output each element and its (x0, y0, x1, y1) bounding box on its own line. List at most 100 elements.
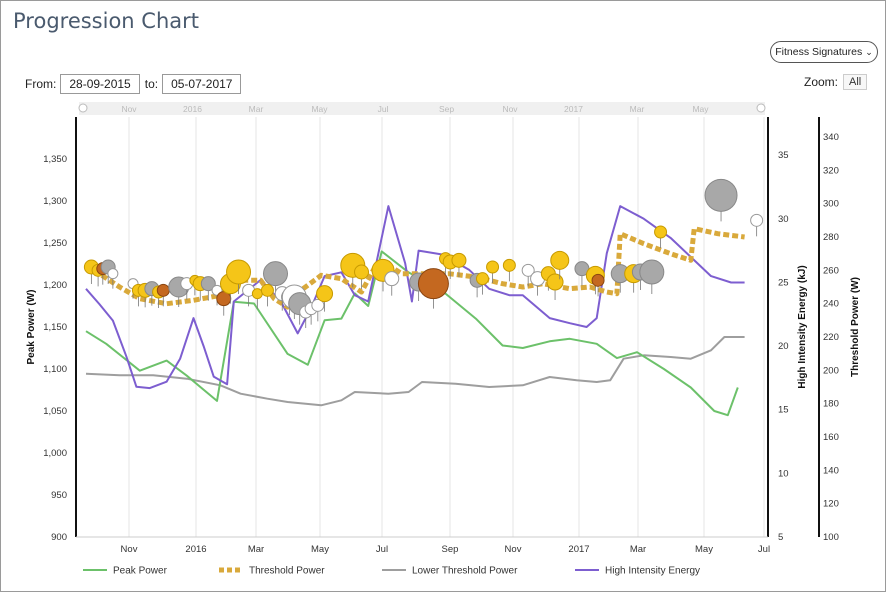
signature-bubble (304, 302, 318, 316)
signature-bubble (299, 305, 313, 319)
signature-bubble (288, 292, 312, 316)
signature-bubble (639, 259, 665, 285)
signature-bubble (137, 282, 153, 298)
y-left-tick-label: 1,000 (43, 448, 67, 459)
signature-bubble (168, 276, 190, 298)
signature-bubble (211, 284, 223, 296)
signature-bubble (152, 285, 166, 299)
y-left-tick-label: 1,300 (43, 196, 67, 207)
x-tick-label: Nov (505, 544, 522, 555)
fitness-signatures-button[interactable]: Fitness Signatures ⌄ (770, 41, 878, 63)
y-right1-tick-label: 10 (778, 468, 789, 479)
navigator-tick-label: May (692, 104, 709, 114)
signature-bubble (100, 259, 116, 275)
page-title: Progression Chart (13, 9, 199, 33)
signature-bubble (156, 283, 170, 297)
zoom-label: Zoom: (804, 75, 839, 89)
signature-bubble (409, 272, 429, 292)
x-tick-label: Mar (248, 544, 264, 555)
y-right1-tick-label: 5 (778, 532, 783, 543)
y-right2-tick-label: 340 (823, 132, 839, 143)
x-tick-label: 2017 (568, 544, 589, 555)
legend-label: Threshold Power (249, 566, 325, 577)
navigator-tick-label: Jul (378, 104, 389, 114)
series-line-high-intensity-energy (85, 205, 745, 390)
y-right2-tick-label: 300 (823, 199, 839, 210)
date-range: From: 28-09-2015 to: 05-07-2017 (25, 74, 246, 94)
signature-bubble (591, 273, 605, 287)
navigator-tick-label: Sep (439, 104, 454, 114)
signature-bubble (354, 264, 370, 280)
from-label: From: (25, 77, 57, 91)
signature-bubble (384, 271, 400, 287)
signature-bubble (530, 271, 546, 287)
y-right2-tick-label: 220 (823, 332, 839, 343)
signature-bubble (624, 264, 644, 284)
y-right1-tick-label: 20 (778, 341, 789, 352)
signature-bubble (475, 272, 489, 286)
signature-bubble (242, 283, 256, 297)
signature-bubble (281, 288, 299, 306)
signature-bubble (521, 263, 535, 277)
signature-bubble (486, 260, 500, 274)
signature-bubble (340, 252, 366, 278)
y-left-tick-label: 1,200 (43, 280, 67, 291)
from-date-input[interactable]: 28-09-2015 (60, 74, 140, 94)
navigator-tick-label: Nov (502, 104, 518, 114)
signature-bubble (417, 268, 449, 300)
signature-bubble (704, 178, 738, 212)
x-tick-label: Jul (758, 544, 770, 555)
legend-label: High Intensity Energy (605, 566, 700, 577)
navigator-bar (79, 102, 765, 115)
series-line-peak-power (85, 250, 739, 417)
zoom-control: Zoom: All (804, 74, 868, 90)
signature-bubble (550, 250, 570, 270)
signature-bubble (281, 284, 307, 310)
signature-bubble (219, 273, 241, 295)
signature-bubble (260, 283, 274, 297)
signature-bubble (750, 213, 764, 227)
signature-bubble (200, 276, 216, 292)
y-right1-tick-label: 15 (778, 405, 789, 416)
zoom-all-button[interactable]: All (843, 74, 868, 90)
y-right2-tick-label: 100 (823, 532, 839, 543)
signature-bubble (251, 288, 263, 300)
y-right2-axis-title: Threshold Power (W) (850, 277, 861, 377)
y-left-tick-label: 1,050 (43, 406, 67, 417)
signature-bubble (610, 264, 630, 284)
y-right1-axis-title: High Intensity Energy (kJ) (797, 265, 808, 388)
signature-bubble (442, 254, 458, 270)
y-left-tick-label: 1,250 (43, 238, 67, 249)
y-right2-tick-label: 140 (823, 465, 839, 476)
navigator-tick-label: Mar (630, 104, 645, 114)
series-line-lower-threshold-power (85, 336, 745, 407)
y-right2-tick-label: 120 (823, 499, 839, 510)
signature-bubble (574, 261, 590, 277)
signature-bubble (585, 265, 605, 285)
signature-bubble (226, 259, 252, 285)
signature-bubble (96, 262, 110, 276)
y-right2-tick-label: 260 (823, 265, 839, 276)
y-right2-tick-label: 200 (823, 365, 839, 376)
y-right2-tick-label: 280 (823, 232, 839, 243)
y-right1-tick-label: 35 (778, 150, 789, 161)
signature-bubble (263, 261, 289, 287)
signature-bubble (311, 298, 325, 312)
y-left-tick-label: 1,350 (43, 154, 67, 165)
signature-bubble (216, 291, 232, 307)
signature-bubble (439, 252, 453, 266)
fitness-signatures-label: Fitness Signatures (775, 46, 863, 58)
series-line-threshold-power (84, 226, 745, 310)
signature-bubble (371, 258, 395, 282)
to-date-input[interactable]: 05-07-2017 (162, 74, 242, 94)
y-left-tick-label: 900 (51, 532, 67, 543)
signature-bubble (451, 252, 467, 268)
chevron-down-icon: ⌄ (865, 46, 873, 57)
y-right2-tick-label: 320 (823, 165, 839, 176)
x-tick-label: May (695, 544, 713, 555)
navigator-tick-label: Mar (249, 104, 264, 114)
navigator-left-handle (78, 103, 88, 113)
y-left-tick-label: 950 (51, 490, 67, 501)
legend-label: Peak Power (113, 566, 168, 577)
